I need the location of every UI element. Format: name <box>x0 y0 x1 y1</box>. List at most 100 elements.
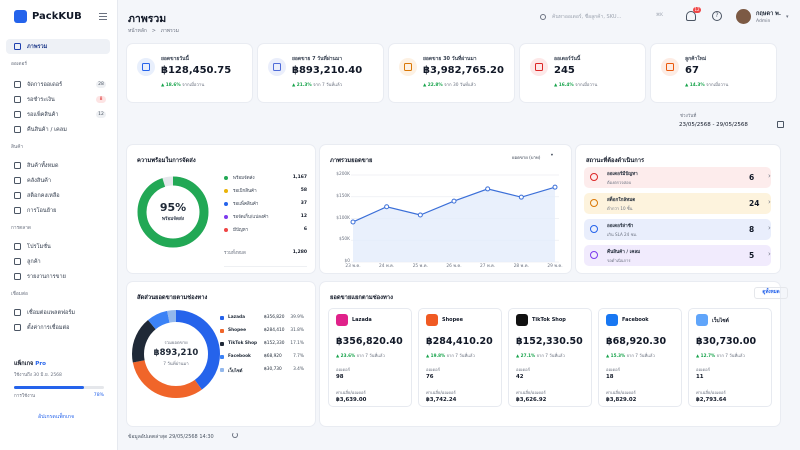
breadcrumb-home[interactable]: หน้าหลัก <box>128 28 147 34</box>
sidebar-item[interactable]: คืนสินค้า / เคลม <box>6 122 110 137</box>
sidebar-item[interactable]: การโอนย้าย <box>6 203 110 218</box>
sidebar-item[interactable]: รอชำระเงิน 8 <box>6 92 110 107</box>
channel-delta-note: จาก 7 วันที่แล้ว <box>626 353 655 358</box>
avatar[interactable] <box>736 9 751 24</box>
shipping-donut <box>137 176 209 248</box>
chevron-down-icon[interactable]: ▾ <box>786 14 789 20</box>
calendar-icon[interactable] <box>777 121 784 128</box>
channel-card[interactable]: เว็บไซต์ ฿30,730.00 ▲ 12.7% จาก 7 วันที่แล… <box>688 308 772 407</box>
sidebar-item-label: การโอนย้าย <box>27 207 57 214</box>
sales-metric-dropdown[interactable]: ยอดขาย (บาท) <box>508 152 556 162</box>
sidebar-item[interactable]: รอแพ็คสินค้า 12 <box>6 107 110 122</box>
task-title: ออเดอร์มีปัญหา <box>607 172 638 177</box>
sidebar-item[interactable]: เชื่อมต่อแพลตฟอร์ม <box>6 305 110 320</box>
task-subtitle: เกิน SLA 24 ชม. <box>607 232 638 237</box>
sidebar-item[interactable]: โปรโมชั่น <box>6 239 110 254</box>
page-title: ภาพรวม <box>128 13 167 25</box>
tasks-title: สถานะที่ต้องดำเนินการ <box>586 158 645 164</box>
kpi-card[interactable]: ยอดขาย 7 วันที่ผ่านมา ฿893,210.40 ▲ 21.3% … <box>258 44 383 102</box>
shipping-percent: 95% <box>159 201 187 214</box>
kpi-label: ลูกค้าใหม่ <box>685 56 707 62</box>
channel-card[interactable]: Facebook ฿68,920.30 ▲ 15.3% จาก 7 วันที่แล… <box>598 308 682 407</box>
chevron-right-icon[interactable]: › <box>768 224 771 232</box>
box-icon <box>14 111 21 118</box>
kpi-card[interactable]: ยอดขายวันนี้ ฿128,450.75 ▲ 18.6% จากเมื่อว… <box>127 44 252 102</box>
channel-total-label: รวมยอดขาย <box>164 341 188 346</box>
menu-toggle-icon[interactable] <box>99 13 107 20</box>
channel-total-period: 7 วันที่ผ่านมา <box>163 362 189 367</box>
avg-order-value: ฿3,742.24 <box>426 397 457 403</box>
kpi-card[interactable]: ลูกค้าใหม่ 67 ▲ 14.3% จากเมื่อวาน <box>651 44 776 102</box>
chevron-right-icon[interactable]: › <box>768 198 771 206</box>
channel-card-delta: ▲ 15.3% จาก 7 วันที่แล้ว <box>606 352 655 359</box>
bell-icon[interactable] <box>686 11 696 21</box>
kpi-delta-value: ▲ 18.6% <box>161 83 181 88</box>
sidebar: PackKUB ภาพรวม ออเดอร์ จัดการออเดอร์ 28 รอชำ… <box>0 0 118 450</box>
kpi-value: 245 <box>554 65 575 76</box>
kpi-card[interactable]: ออเดอร์วันนี้ 245 ▲ 16.4% จากเมื่อวาน <box>520 44 645 102</box>
breadcrumb: หน้าหลัก > ภาพรวม <box>128 27 179 35</box>
channel-share-title: สัดส่วนยอดขายตามช่องทาง <box>137 295 208 301</box>
task-item[interactable]: สต็อกใกล้หมด ต่ำกว่า 10 ชิ้น 24 › <box>584 193 771 214</box>
sidebar-item[interactable]: สต็อกคงเหลือ <box>6 188 110 203</box>
sidebar-section-label: สินค้า <box>11 145 24 150</box>
upgrade-plan-link[interactable]: อัปเกรดแพ็กเกจ <box>38 414 75 420</box>
shipping-status-label: มีปัญหา <box>233 228 249 233</box>
channel-share-card: สัดส่วนยอดขายตามช่องทาง รวมยอดขาย ฿893,2… <box>127 282 315 426</box>
settings-icon <box>14 324 21 331</box>
package-icon <box>14 10 27 23</box>
sidebar-item[interactable]: ลูกค้า <box>6 254 110 269</box>
shipping-title: ความพร้อมในการจัดส่ง <box>137 158 196 164</box>
task-item[interactable]: คืนสินค้า / เคลม รอดำเนินการ 5 › <box>584 245 771 266</box>
sidebar-item[interactable]: สินค้าทั้งหมด <box>6 158 110 173</box>
legend-dot <box>224 214 228 219</box>
kpi-delta-note: จากเมื่อวาน <box>575 83 598 88</box>
y-tick-label: $50K <box>338 237 350 243</box>
kpi-delta: ▲ 21.3% จาก 7 วันที่แล้ว <box>292 81 342 88</box>
sidebar-item[interactable]: จัดการออเดอร์ 28 <box>6 77 110 92</box>
task-count: 8 <box>749 225 755 234</box>
search-shortcut: ⌘K <box>655 13 663 18</box>
channel-card[interactable]: TikTok Shop ฿152,330.50 ▲ 27.1% จาก 7 วันท… <box>508 308 592 407</box>
channel-card[interactable]: Lazada ฿356,820.40 ▲ 23.6% จาก 7 วันที่แล้… <box>328 308 412 407</box>
user-name[interactable]: กฤษดา พ. <box>756 11 781 17</box>
help-icon[interactable]: ? <box>712 11 722 21</box>
view-all-button[interactable]: ดูทั้งหมด <box>754 287 788 299</box>
trend-icon <box>268 58 286 76</box>
channel-card[interactable]: Shopee ฿284,410.20 ▲ 19.8% จาก 7 วันที่แล้… <box>418 308 502 407</box>
channel-card-delta: ▲ 27.1% จาก 7 วันที่แล้ว <box>516 352 565 359</box>
task-item[interactable]: ออเดอร์ล่าช้า เกิน SLA 24 ชม. 8 › <box>584 219 771 240</box>
task-item[interactable]: ออเดอร์มีปัญหา ต้องตรวจสอบ 6 › <box>584 167 771 188</box>
sidebar-item[interactable]: รายงานการขาย <box>6 269 110 284</box>
shipping-status-count: 12 <box>300 214 307 219</box>
y-tick-label: $200K <box>336 172 350 177</box>
sales-point <box>552 184 558 190</box>
shipping-status-row: รอเบิกสินค้า 58 <box>224 187 307 194</box>
search-input[interactable]: ค้นหาออเดอร์, ชื่อลูกค้า, SKU... ⌘K <box>532 10 667 23</box>
chevron-right-icon[interactable]: › <box>768 250 771 258</box>
sidebar-item[interactable]: ภาพรวม <box>6 39 110 54</box>
date-range-input[interactable]: 23/05/2568 - 29/05/2568 <box>679 122 748 128</box>
refresh-icon[interactable] <box>232 432 238 438</box>
kpi-value: ฿128,450.75 <box>161 65 232 76</box>
channel-share-row: TikTok Shop ฿152,330 17.1% <box>220 340 304 349</box>
channel-card-name: เว็บไซต์ <box>712 318 729 324</box>
shipping-status-row: รอจัดเก็บ/แปลงค้า 12 <box>224 213 307 220</box>
shipping-status-label: พร้อมจัดส่ง <box>233 176 255 181</box>
search-placeholder: ค้นหาออเดอร์, ชื่อลูกค้า, SKU... <box>552 13 622 20</box>
app-logo[interactable]: PackKUB <box>14 10 82 23</box>
sidebar-item[interactable]: ตั้งค่าการเชื่อมต่อ <box>6 320 110 335</box>
orders-label: ออเดอร์ <box>696 367 710 372</box>
sidebar-item[interactable]: คลังสินค้า <box>6 173 110 188</box>
kpi-delta-value: ▲ 21.3% <box>292 83 312 88</box>
sidebar-item-label: ภาพรวม <box>27 43 48 50</box>
shipping-total-label: รวมทั้งหมด <box>224 251 246 256</box>
kpi-delta-value: ▲ 22.8% <box>423 83 443 88</box>
sidebar-item-label: รอแพ็คสินค้า <box>27 111 59 118</box>
users-icon <box>14 258 21 265</box>
kpi-value: ฿3,982,765.20 <box>423 65 504 76</box>
chevron-right-icon[interactable]: › <box>768 172 771 180</box>
channel-delta-note: จาก 7 วันที่แล้ว <box>446 353 475 358</box>
channel-delta-note: จาก 7 วันที่แล้ว <box>536 353 565 358</box>
kpi-card[interactable]: ยอดขาย 30 วันที่ผ่านมา ฿3,982,765.20 ▲ 22.… <box>389 44 514 102</box>
